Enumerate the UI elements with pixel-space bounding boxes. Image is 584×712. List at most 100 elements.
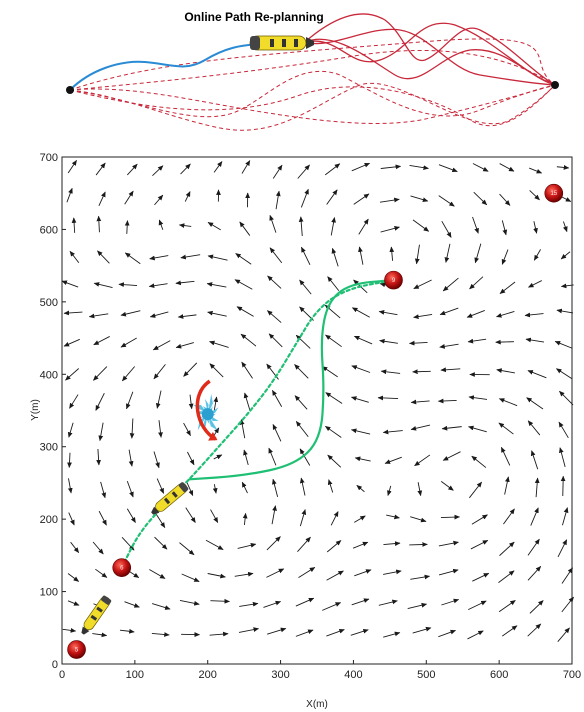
- waypoint-marker: 15: [544, 183, 564, 203]
- current-arrow: [175, 342, 194, 349]
- waypoint-label: 9: [392, 278, 396, 284]
- current-arrow: [271, 478, 279, 498]
- current-arrow: [556, 165, 570, 170]
- current-arrow: [439, 307, 459, 316]
- current-arrow: [212, 484, 218, 494]
- current-arrow: [68, 512, 75, 526]
- current-arrow: [158, 219, 164, 230]
- auv-icon-start: [81, 595, 112, 635]
- current-arrow: [236, 306, 254, 317]
- current-arrow: [205, 539, 224, 550]
- current-arrow: [70, 541, 80, 553]
- current-arrow: [410, 399, 430, 405]
- current-arrow: [124, 220, 130, 234]
- current-arrow: [213, 161, 223, 173]
- current-arrow: [417, 482, 423, 497]
- current-arrow: [559, 390, 574, 406]
- current-arrow: [380, 226, 400, 233]
- waypoint-marker: 9: [384, 270, 403, 290]
- start-point: [66, 86, 74, 94]
- current-arrow: [498, 600, 516, 613]
- current-arrow: [241, 361, 253, 379]
- current-arrow: [151, 632, 170, 637]
- current-arrow: [471, 455, 487, 468]
- current-arrow: [267, 627, 287, 635]
- current-arrow: [272, 424, 282, 442]
- current-arrow: [351, 365, 371, 373]
- current-arrow: [154, 511, 166, 529]
- current-arrow: [498, 422, 514, 435]
- tick-layer: 0 100 200 300 400 500 600 700 0 100 200 300 400 500 60…: [40, 152, 582, 681]
- current-arrow: [124, 252, 141, 265]
- current-arrow: [412, 626, 432, 634]
- current-arrow: [413, 279, 432, 290]
- current-arrow: [440, 514, 461, 520]
- current-arrow: [297, 164, 310, 179]
- current-arrow: [495, 339, 515, 345]
- current-arrow: [67, 422, 74, 438]
- auv-band: [171, 491, 178, 498]
- current-arrow: [275, 190, 281, 210]
- y-tick-label: 700: [40, 152, 58, 164]
- current-arrow: [241, 160, 251, 174]
- current-arrow: [121, 366, 136, 382]
- marker-layer: 5 6 9 15: [67, 183, 564, 659]
- current-arrow: [179, 600, 200, 606]
- traversed-path: [69, 43, 263, 91]
- y-tick-label: 100: [40, 587, 58, 599]
- y-tick-label: 500: [40, 297, 58, 309]
- current-arrow: [67, 478, 73, 494]
- current-arrow: [63, 338, 80, 347]
- current-arrow: [300, 188, 309, 208]
- x-tick-label: 300: [271, 669, 289, 681]
- current-arrow: [155, 390, 162, 409]
- current-arrow: [351, 307, 370, 318]
- current-arrow: [526, 397, 544, 410]
- current-arrow: [561, 596, 574, 613]
- current-arrow: [149, 569, 166, 579]
- current-arrow: [557, 627, 570, 643]
- current-arrow: [118, 282, 138, 288]
- current-arrow: [272, 164, 283, 179]
- current-arrow: [499, 193, 511, 206]
- current-arrow: [241, 481, 248, 494]
- current-arrow: [295, 629, 314, 637]
- current-arrow: [98, 191, 106, 207]
- current-arrow: [92, 541, 104, 555]
- current-arrow: [466, 310, 485, 318]
- candidate-paths-solid: [304, 13, 556, 86]
- current-arrow: [298, 567, 316, 579]
- waypoint-label: 5: [75, 648, 79, 654]
- current-arrow: [209, 340, 229, 348]
- current-arrow: [380, 369, 401, 375]
- current-arrow: [561, 567, 573, 584]
- current-arrow: [324, 163, 341, 176]
- current-arrow: [67, 573, 80, 582]
- current-arrow: [234, 571, 254, 577]
- current-arrow: [268, 447, 277, 466]
- current-arrow: [351, 598, 370, 606]
- current-arrow: [243, 449, 249, 466]
- x-tick-label: 600: [490, 669, 508, 681]
- y-tick-label: 600: [40, 224, 58, 236]
- current-arrow: [560, 283, 574, 289]
- current-arrow: [414, 244, 420, 265]
- current-arrow: [407, 602, 428, 609]
- current-arrow: [325, 334, 342, 348]
- current-arrow: [379, 338, 398, 344]
- current-arrow: [181, 573, 200, 583]
- waypoint-circle: [112, 558, 132, 577]
- current-arrow: [269, 214, 277, 233]
- current-arrow: [152, 165, 164, 176]
- x-tick-label: 700: [563, 669, 581, 681]
- x-axis-label: X(m): [306, 699, 328, 710]
- current-arrow: [414, 454, 431, 467]
- current-arrow: [266, 536, 281, 551]
- auv-tail: [151, 506, 160, 515]
- current-arrow: [93, 366, 108, 381]
- current-arrow: [441, 598, 460, 606]
- current-arrow: [409, 542, 428, 547]
- current-arrow: [321, 366, 338, 378]
- auv-band: [163, 497, 171, 505]
